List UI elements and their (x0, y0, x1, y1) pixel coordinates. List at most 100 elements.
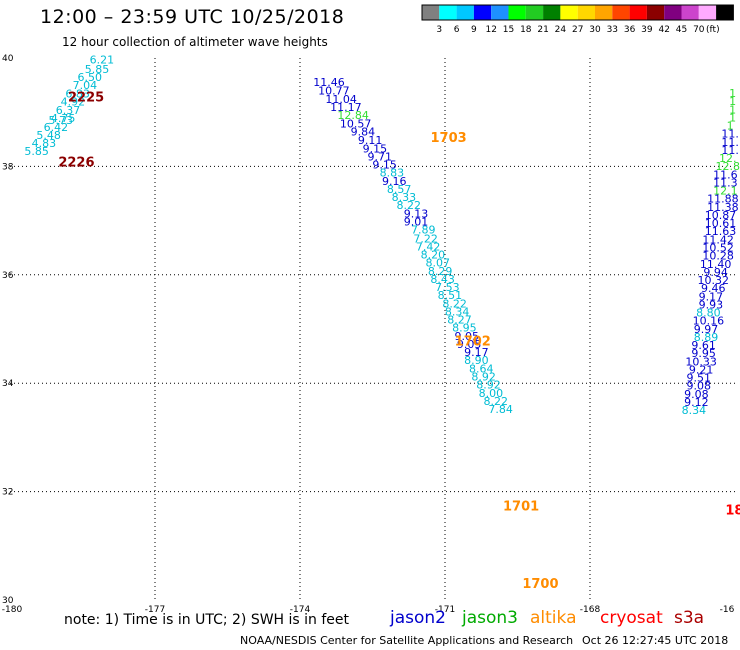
wave-height-value: 8.07 (426, 257, 451, 270)
wave-height-value: 9.13 (404, 207, 429, 220)
wave-height-value: 8.92 (476, 379, 501, 392)
wave-height-value: 1 (729, 111, 736, 124)
wave-height-value: 6.50 (78, 71, 103, 84)
wave-height-value: 9.05 (457, 338, 482, 351)
legend-swatch (422, 5, 440, 20)
wave-height-value: 8.64 (469, 362, 494, 375)
wave-height-value: 8.95 (452, 322, 477, 335)
wave-height-value: 5.85 (24, 145, 49, 158)
wave-height-value: 11. (721, 144, 739, 157)
wave-height-value: 9.61 (691, 339, 716, 352)
legend-swatch (646, 5, 665, 20)
wave-height-value: 8.34 (445, 305, 470, 318)
legend-swatch (595, 5, 613, 20)
wave-height-value: 9.71 (368, 150, 393, 163)
legend-tick-label: 24 (555, 25, 567, 35)
pass-time-label: 2225 (68, 90, 104, 105)
wave-height-value: 11.6 (713, 168, 738, 181)
wave-height-value: 1 (729, 95, 736, 108)
legend-swatch (577, 5, 595, 20)
legend-swatch (560, 5, 578, 20)
wave-height-value: 10.32 (698, 274, 730, 287)
wave-height-value: 6.42 (44, 121, 69, 134)
lat-tick-label: 36 (2, 271, 14, 281)
legend-unit: (ft) (706, 25, 720, 35)
wave-height-value: 9.94 (703, 266, 728, 279)
wave-height-value: 12. (719, 152, 737, 165)
wave-height-value: 8.27 (447, 314, 472, 327)
legend-frame (421, 4, 734, 21)
page-title: 12:00 – 23:59 UTC 10/25/2018 (40, 6, 345, 28)
legend-swatch (525, 5, 544, 20)
wave-height-value: 9.97 (694, 323, 719, 336)
legend-swatch (439, 5, 457, 20)
wave-height-value: 11.88 (707, 193, 739, 206)
wave-height-value: 11. (721, 128, 739, 141)
wave-height-value: 8.22 (442, 297, 467, 310)
wave-height-value: 9.17 (699, 290, 724, 303)
lat-tick-label: 32 (2, 488, 13, 498)
wave-height-value: 9.17 (464, 346, 489, 359)
wave-height-value: 8.20 (421, 249, 446, 262)
wave-height-value: 9.05 (455, 330, 480, 343)
wave-height-value: 11.40 (700, 258, 732, 271)
wave-height-value: 6.21 (90, 53, 115, 66)
wave-height-value: 11.3 (713, 176, 738, 189)
wave-height-value: 12.1 (713, 185, 738, 198)
wave-height-value: 8.34 (682, 404, 707, 417)
wave-height-value: 9.15 (363, 142, 388, 155)
wave-height-value: 11.42 (702, 233, 734, 246)
wave-height-value: 11.63 (705, 225, 737, 238)
wave-height-value: 9.95 (691, 347, 716, 360)
wave-height-value: 8.00 (479, 387, 504, 400)
lon-tick-label: -180 (2, 605, 23, 615)
wave-height-value: 9.16 (382, 175, 407, 188)
wave-height-value: 9.21 (689, 363, 714, 376)
pass-time-label: 18 (725, 503, 740, 518)
wave-height-value: 12.84 (337, 109, 369, 122)
wave-height-value: 10.61 (705, 217, 737, 230)
wave-height-value: 8.90 (464, 354, 489, 367)
lat-tick-label: 30 (2, 596, 14, 606)
wave-height-value: 9.08 (684, 388, 709, 401)
wave-height-value: 9.51 (687, 372, 712, 385)
wave-height-value: 9.12 (684, 396, 709, 409)
wave-height-value: 7.22 (413, 232, 438, 245)
wave-height-value: 8.33 (392, 191, 417, 204)
wave-height-value: 12.8 (716, 160, 740, 173)
page-subtitle: 12 hour collection of altimeter wave hei… (62, 35, 328, 49)
wave-height-value: 9.46 (701, 282, 726, 295)
color-legend: 3 6 9 12 15 18 21 24 27 30 33 36 39 42 45 70 (ft) (421, 4, 734, 35)
wave-height-value: 8.83 (380, 167, 405, 180)
legend-tick-label: 21 (537, 25, 548, 35)
wave-height-value: 6.37 (56, 104, 81, 117)
wave-height-value: 7.04 (73, 79, 98, 92)
legend-swatch (612, 5, 630, 20)
wave-height-value: 1 (727, 120, 734, 133)
wave-height-value: 8.57 (387, 183, 412, 196)
legend-tick-label: 27 (572, 25, 583, 35)
wave-height-value: 11.38 (707, 201, 739, 214)
legend-swatch (491, 5, 509, 20)
legend-swatch (681, 5, 699, 20)
wave-height-value: 9.93 (699, 298, 724, 311)
legend-tick-label: 9 (471, 25, 477, 35)
wave-height-value: 11.04 (325, 93, 357, 106)
lon-tick-label: -16 (720, 605, 735, 615)
wave-height-value: 4.83 (32, 137, 57, 150)
wave-height-value: 10.28 (702, 250, 734, 263)
legend-tick-label: 33 (607, 25, 618, 35)
wave-height-value: 10.33 (685, 355, 717, 368)
legend-tick-label: 6 (454, 25, 460, 35)
legend-swatch (543, 5, 561, 20)
pass-time-label: 1701 (503, 500, 539, 515)
lat-tick-label: 38 (2, 162, 14, 172)
lon-tick-label: -174 (290, 605, 311, 615)
wave-height-value: 8.29 (428, 265, 453, 278)
legend-tick-label: 70 (693, 25, 705, 35)
wave-height-value: 8.22 (397, 199, 422, 212)
wave-height-value: 7.53 (435, 281, 460, 294)
wave-height-value: 8.80 (696, 307, 721, 320)
legend-swatch (698, 5, 717, 20)
